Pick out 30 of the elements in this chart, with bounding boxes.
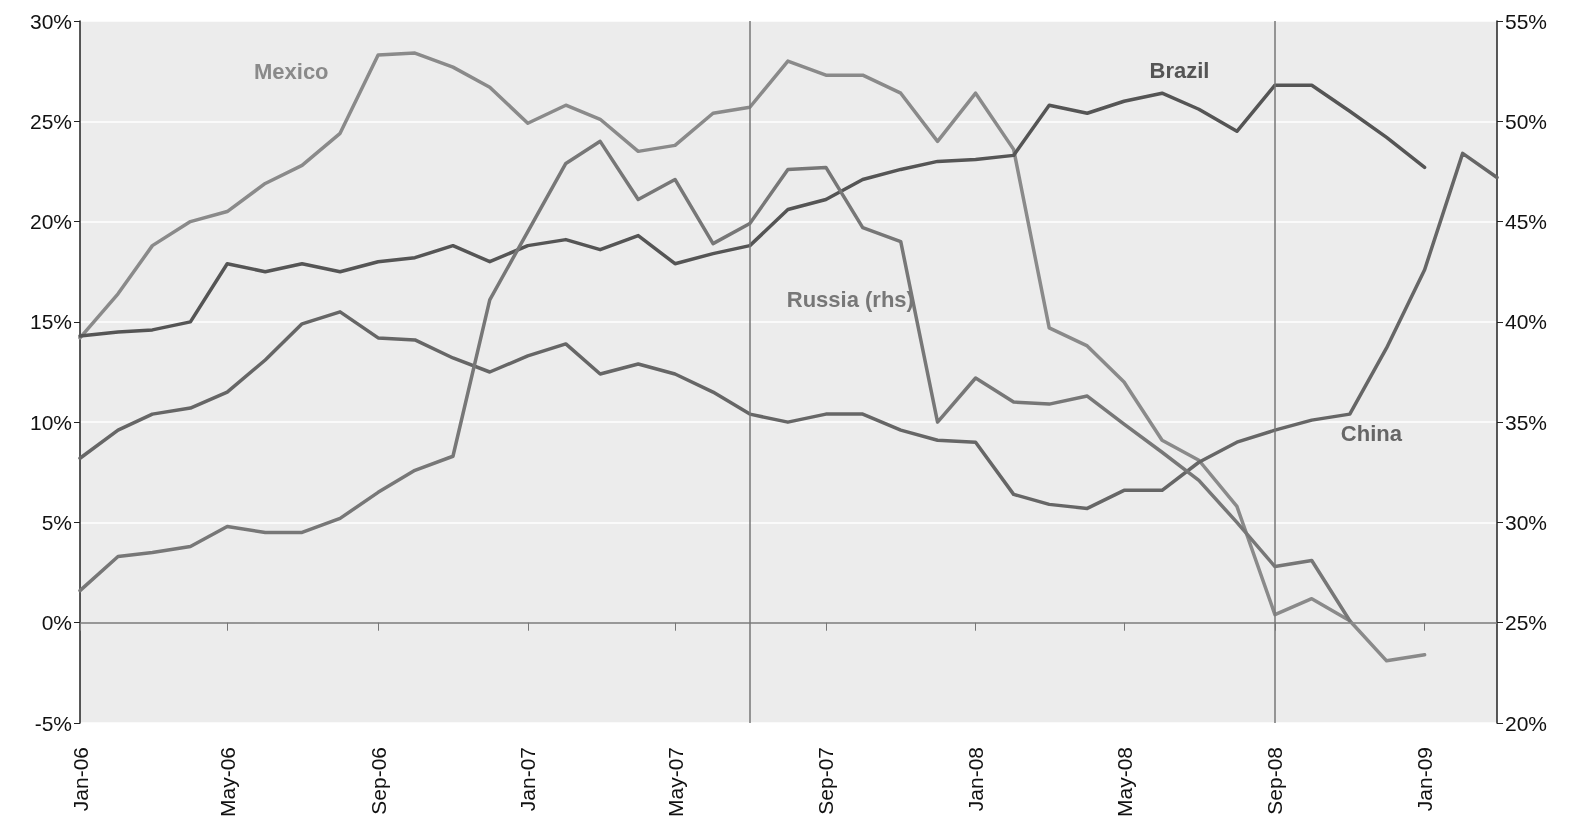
y2-tick-label: 40%: [1505, 310, 1548, 334]
y2-tick-label: 20%: [1505, 711, 1548, 735]
x-tick-label: May-06: [215, 747, 239, 818]
y-tick-label: 15%: [29, 310, 72, 334]
y-tick-label: -5%: [34, 711, 72, 735]
series-label: Russia (rhs): [786, 286, 914, 312]
x-tick-label: Sep-06: [366, 747, 390, 815]
x-tick-label: May-08: [1112, 747, 1136, 818]
x-tick-label: May-07: [663, 747, 687, 818]
y-tick-label: 10%: [29, 410, 72, 434]
x-tick-label: Jan-09: [1413, 747, 1437, 812]
x-tick-label: Jan-08: [964, 747, 988, 812]
y2-tick-label: 45%: [1505, 210, 1548, 234]
x-tick-label: Sep-08: [1263, 747, 1287, 815]
y2-tick-label: 25%: [1505, 611, 1548, 635]
x-tick-label: Jan-06: [68, 747, 92, 812]
y2-tick-label: 55%: [1505, 9, 1548, 33]
series-label: China: [1340, 420, 1403, 446]
series-label: Brazil: [1149, 58, 1210, 84]
y2-tick-label: 30%: [1505, 510, 1548, 534]
y2-tick-label: 50%: [1505, 109, 1548, 133]
y2-tick-label: 35%: [1505, 410, 1548, 434]
y-tick-label: 30%: [29, 9, 72, 33]
series-label: Mexico: [253, 59, 329, 85]
y-tick-label: 20%: [29, 210, 72, 234]
x-tick-label: Sep-07: [814, 747, 838, 815]
y-tick-label: 25%: [29, 109, 72, 133]
y-tick-label: 5%: [41, 510, 72, 534]
y-tick-label: 0%: [41, 611, 72, 635]
x-tick-label: Jan-07: [516, 747, 540, 812]
